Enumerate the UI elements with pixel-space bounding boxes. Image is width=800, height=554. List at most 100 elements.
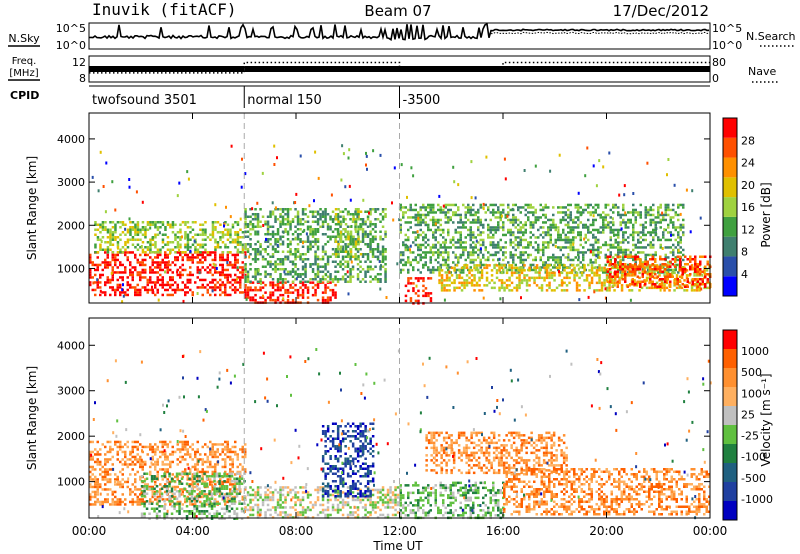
power-g-cell-0 <box>189 273 192 277</box>
power-g-cell-4 <box>344 250 348 253</box>
vel-g-cell-0 <box>109 445 112 449</box>
power-g-cell-8 <box>699 260 702 263</box>
power-g-cell-6 <box>539 216 542 219</box>
power-g-cell-2 <box>316 298 320 302</box>
power-g-cell-6 <box>537 218 540 222</box>
power-g-cell-3 <box>299 228 302 231</box>
power-g-cell-6 <box>519 226 522 229</box>
vel-g-cell-0 <box>131 500 134 504</box>
power-g-cell-7 <box>548 286 551 290</box>
power-g-cell-7 <box>695 284 699 287</box>
power-g-cell-7 <box>558 264 561 267</box>
power-g-cell-6 <box>652 228 655 232</box>
power-g-cell-2 <box>329 296 332 299</box>
power-g-cell-1 <box>226 233 230 236</box>
power-g-speck <box>673 183 676 187</box>
power-g-cell-3 <box>359 270 362 273</box>
vel-g-cell-0 <box>96 480 99 484</box>
power-g-cell-0 <box>219 283 222 287</box>
power-g-cell-0 <box>136 273 139 277</box>
power-g-cell-3 <box>356 230 360 233</box>
vel-g-cell-0 <box>149 445 152 449</box>
power-g-cell-5 <box>412 282 415 285</box>
power-g-cell-3 <box>311 213 315 216</box>
power-g-cell-3 <box>316 230 320 233</box>
power-g-cell-3 <box>364 230 367 233</box>
vel-g-cell-0 <box>154 453 157 456</box>
power-g-cell-3 <box>344 208 347 211</box>
power-g-cell-4 <box>334 248 338 251</box>
power-g-cell-3 <box>246 275 250 278</box>
power-g-cell-0 <box>121 278 124 282</box>
power-g-cell-6 <box>512 241 515 244</box>
power-g-cell-1 <box>146 228 150 231</box>
power-g-cell-0 <box>174 291 177 294</box>
vel-g-cell-0 <box>89 458 92 461</box>
power-g-cell-6 <box>527 211 530 214</box>
power-g-cell-6 <box>464 248 467 252</box>
power-g-cell-1 <box>214 246 217 249</box>
vel-g-cell-0 <box>114 500 117 504</box>
power-g-cell-0 <box>196 286 199 289</box>
power-g-cell-3 <box>331 220 335 223</box>
vel-g-cell-0 <box>184 440 187 444</box>
vel-g-cell-0 <box>109 503 112 506</box>
vel-g-cell-0 <box>186 495 189 499</box>
power-g-cell-6 <box>547 256 550 259</box>
vel-g-cell-0 <box>106 480 109 484</box>
power-g-cell-7 <box>550 276 554 280</box>
power-g-cell-3 <box>309 233 312 236</box>
power-g-cell-0 <box>144 271 147 274</box>
power-g-cell-6 <box>404 243 407 247</box>
power-g-cell-1 <box>159 248 162 251</box>
power-g-cell-2 <box>244 296 247 299</box>
power-g-cell-3 <box>244 265 247 268</box>
power-g-cell-3 <box>349 238 352 241</box>
power-g-cell-8 <box>649 278 652 281</box>
power-g-cell-6 <box>477 218 480 222</box>
power-g-cell-3 <box>364 275 367 278</box>
power-g-cell-3 <box>369 213 372 216</box>
power-g-cell-3 <box>266 215 270 218</box>
power-g-cell-3 <box>299 240 302 243</box>
power-g-cell-6 <box>459 271 462 274</box>
power-g-cell-7 <box>683 279 686 282</box>
power-g-cell-6 <box>497 221 500 224</box>
power-g-cell-3 <box>371 255 375 258</box>
power-g-cell-0 <box>234 263 237 267</box>
power-g-cell-7 <box>518 281 521 285</box>
power-g-cell-7 <box>585 276 589 280</box>
power-g-cell-8 <box>689 273 692 276</box>
power-g-cell-6 <box>509 243 512 247</box>
vel-g-cell-0 <box>189 483 192 486</box>
power-g-cell-6 <box>419 213 422 217</box>
power-g-cell-6 <box>454 203 457 207</box>
power-g-cell-6 <box>444 248 447 252</box>
power-g-cell-6 <box>602 228 605 232</box>
vel-g-cell-0 <box>94 468 97 471</box>
power-g-cell-3 <box>309 243 312 246</box>
power-g-cell-1 <box>94 246 97 249</box>
power-g-cell-6 <box>672 268 675 272</box>
power-g-cell-3 <box>316 245 320 248</box>
vel-g-cell-0 <box>106 440 109 444</box>
power-g-cell-6 <box>494 226 497 229</box>
power-g-cell-7 <box>518 266 521 270</box>
power-g-cell-4 <box>359 210 363 213</box>
power-g-cell-1 <box>184 243 187 246</box>
vel-g-cell-0 <box>104 470 107 474</box>
power-g-cell-3 <box>336 250 340 253</box>
power-g-cell-3 <box>336 278 340 281</box>
power-g-cell-6 <box>449 208 452 212</box>
power-g-cell-6 <box>537 243 540 247</box>
power-g-cell-6 <box>617 236 620 239</box>
power-g-cell-8 <box>706 263 709 266</box>
power-g-cell-3 <box>296 213 300 216</box>
power-g-cell-6 <box>509 256 512 259</box>
power-g-cell-7 <box>518 284 521 287</box>
power-g-cell-6 <box>417 243 420 247</box>
power-g-cell-0 <box>89 256 92 259</box>
power-g-cell-1 <box>136 221 140 224</box>
power-g-cell-0 <box>204 286 207 289</box>
power-g-cell-0 <box>151 261 154 264</box>
